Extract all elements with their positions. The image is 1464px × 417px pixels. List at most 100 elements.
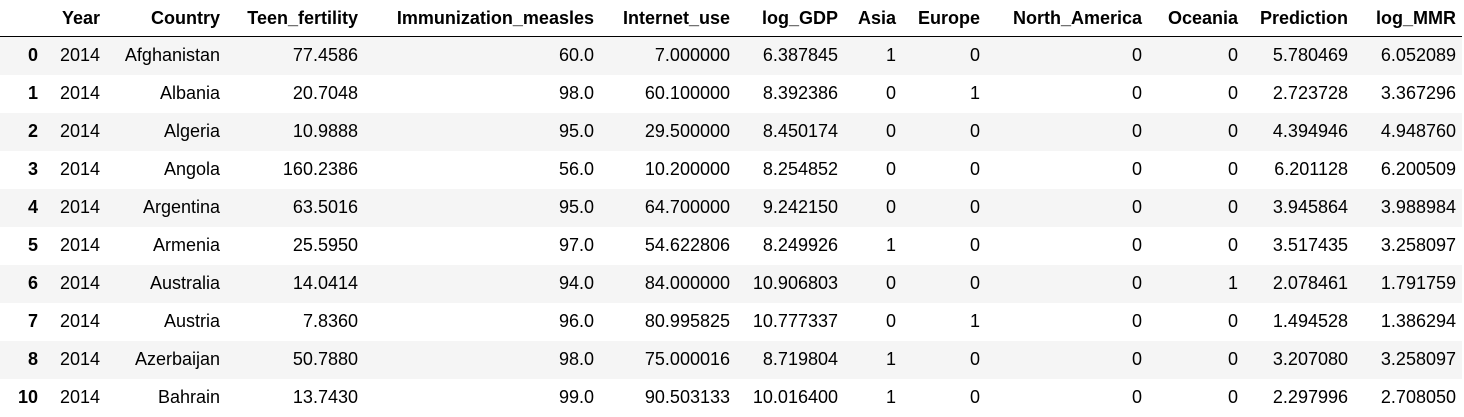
table-cell: 0	[885, 83, 896, 103]
table-cell: 0	[1227, 83, 1238, 103]
table-cell: 2014	[59, 273, 100, 293]
column-header: Europe	[902, 0, 986, 37]
table-cell: 0	[1131, 311, 1142, 331]
table-cell: 1	[969, 83, 980, 103]
table-cell: 0	[969, 273, 980, 293]
table-cell: 5.780469	[1272, 45, 1348, 66]
table-row: 1 2014 Albania 20.7048 98.0 60.100000 8.392386…	[0, 75, 1462, 113]
table-cell: 0	[885, 273, 896, 293]
table-cell: 6.387845	[762, 45, 838, 66]
table-row: 3 2014 Angola 160.2386 56.0 10.200000 8.254852…	[0, 151, 1462, 189]
table-row: 0 2014 Afghanistan 77.4586 60.0 7.000000 6.387…	[0, 36, 1462, 75]
table-cell: 10.016400	[752, 387, 838, 407]
table-cell: 160.2386	[282, 159, 358, 179]
table-cell: 2014	[59, 235, 100, 255]
table-cell: 1	[885, 349, 896, 369]
table-cell: 1	[969, 311, 980, 331]
table-cell: 0	[1131, 45, 1142, 66]
table-cell: 0	[1131, 273, 1142, 293]
table-cell: 7.8360	[302, 311, 358, 331]
table-cell: 63.5016	[292, 197, 358, 217]
table-cell: 0	[969, 121, 980, 141]
table-cell: Argentina	[142, 197, 220, 217]
table-cell: 1	[885, 45, 896, 66]
table-cell: 3.517435	[1272, 235, 1348, 255]
table-header: Year Country Teen_fertility Immunization_me…	[0, 0, 1462, 37]
table-cell: 0	[969, 235, 980, 255]
table-cell: 2.297996	[1272, 387, 1348, 407]
column-header: Prediction	[1244, 0, 1354, 37]
table-cell: 7.000000	[654, 45, 730, 66]
table-cell: Angola	[163, 159, 220, 179]
table-cell: 60.100000	[644, 83, 730, 103]
table-cell: 14.0414	[292, 273, 358, 293]
row-index: 1	[27, 83, 38, 103]
table-body: 0 2014 Afghanistan 77.4586 60.0 7.000000 6.387…	[0, 36, 1462, 417]
table-cell: 94.0	[558, 273, 594, 293]
row-index: 6	[27, 273, 38, 293]
row-index: 4	[27, 197, 38, 217]
table-cell: 97.0	[558, 235, 594, 255]
table-cell: 10.906803	[752, 273, 838, 293]
table-cell: Afghanistan	[124, 45, 220, 66]
table-cell: 80.995825	[644, 311, 730, 331]
row-index: 3	[27, 159, 38, 179]
row-index: 8	[27, 349, 38, 369]
table-cell: 0	[885, 121, 896, 141]
column-header: log_GDP	[736, 0, 844, 37]
table-cell: 1.494528	[1272, 311, 1348, 331]
table-cell: 64.700000	[644, 197, 730, 217]
table-cell: 77.4586	[292, 45, 358, 66]
table-row: 8 2014 Azerbaijan 50.7880 98.0 75.000016 8.719…	[0, 340, 1462, 379]
table-cell: 0	[1131, 121, 1142, 141]
table-row: 4 2014 Argentina 63.5016 95.0 64.700000 9.2421…	[0, 188, 1462, 227]
table-cell: 9.242150	[762, 197, 838, 217]
table-cell: 95.0	[558, 197, 594, 217]
header-row: Year Country Teen_fertility Immunization_me…	[0, 0, 1462, 37]
column-header: Asia	[844, 0, 902, 37]
table-cell: 6.052089	[1380, 45, 1456, 66]
table-cell: 1	[1227, 273, 1238, 293]
table-cell: 0	[1227, 235, 1238, 255]
table-cell: 50.7880	[292, 349, 358, 369]
column-header: Country	[106, 0, 226, 37]
table-cell: 54.622806	[644, 235, 730, 255]
table-cell: 1	[885, 387, 896, 407]
table-cell: 0	[1131, 159, 1142, 179]
table-row: 5 2014 Armenia 25.5950 97.0 54.622806 8.249926…	[0, 227, 1462, 265]
table-cell: 99.0	[558, 387, 594, 407]
table-cell: 8.254852	[762, 159, 838, 179]
table-cell: 8.719804	[762, 349, 838, 369]
table-cell: 0	[1131, 235, 1142, 255]
table-cell: 3.367296	[1380, 83, 1456, 103]
column-header: Immunization_measles	[364, 0, 600, 37]
table-cell: 13.7430	[292, 387, 358, 407]
table-cell: 2.078461	[1272, 273, 1348, 293]
table-cell: 8.392386	[762, 83, 838, 103]
table-cell: 25.5950	[292, 235, 358, 255]
table-cell: 0	[969, 159, 980, 179]
table-cell: Algeria	[163, 121, 220, 141]
table-cell: 2014	[59, 45, 100, 66]
table-cell: 2014	[59, 387, 100, 407]
table-cell: 0	[1131, 349, 1142, 369]
table-cell: 0	[1227, 159, 1238, 179]
row-index: 2	[27, 121, 38, 141]
table-cell: 2014	[59, 159, 100, 179]
table-cell: 2014	[59, 83, 100, 103]
table-cell: 10.777337	[752, 311, 838, 331]
index-header	[0, 0, 44, 37]
table-cell: 20.7048	[292, 83, 358, 103]
table-cell: 2014	[59, 197, 100, 217]
table-cell: 0	[969, 197, 980, 217]
table-cell: 1.386294	[1380, 311, 1456, 331]
table-cell: 1.791759	[1380, 273, 1456, 293]
table-cell: 0	[1227, 349, 1238, 369]
column-header: log_MMR	[1354, 0, 1462, 37]
table-cell: 0	[1227, 387, 1238, 407]
table-cell: 8.249926	[762, 235, 838, 255]
table-cell: 4.948760	[1380, 121, 1456, 141]
table-cell: 0	[969, 349, 980, 369]
column-header: Oceania	[1148, 0, 1244, 37]
column-header: North_America	[986, 0, 1148, 37]
